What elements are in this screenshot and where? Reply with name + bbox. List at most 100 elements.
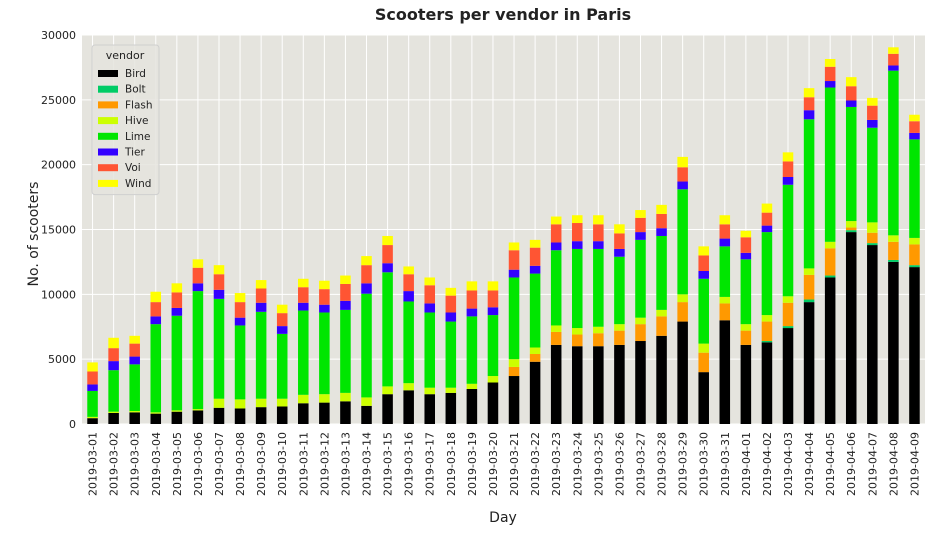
bar-voi: [677, 167, 688, 182]
legend-box: [91, 44, 160, 196]
bar-tier: [213, 289, 225, 299]
bar-bird: [529, 361, 541, 424]
bar-bird: [424, 394, 436, 424]
bar-voi: [593, 224, 604, 242]
bar-bolt: [909, 265, 920, 268]
x-tick-label: 2019-03-01: [87, 432, 100, 496]
bar-bird: [234, 408, 246, 424]
bar-lime: [234, 325, 246, 400]
bar-voi: [508, 250, 520, 270]
bar-flash: [614, 330, 625, 345]
bar-voi: [234, 302, 246, 318]
bar-wind: [845, 77, 857, 87]
bar-lime: [635, 239, 646, 318]
bar-lime: [614, 256, 625, 325]
x-tick-label: 2019-03-20: [487, 432, 500, 496]
bar-voi: [782, 161, 794, 177]
bar-bird: [761, 342, 773, 424]
bar-tier: [382, 263, 393, 273]
bar-voi: [845, 86, 857, 101]
bar-wind: [550, 216, 562, 225]
bar-tier: [550, 242, 562, 251]
x-tick-label: 2019-03-10: [276, 432, 289, 496]
bar-lime: [129, 364, 140, 412]
bar-tier: [803, 110, 815, 120]
bar-wind: [276, 304, 288, 314]
bar-voi: [445, 295, 457, 313]
bar-flash: [740, 330, 752, 345]
legend-label-bird: Bird: [125, 68, 146, 80]
x-tick-label: 2019-03-23: [550, 432, 563, 496]
bar-hive: [550, 325, 562, 332]
bar-bird: [824, 277, 836, 424]
bar-lime: [845, 106, 857, 222]
bar-wind: [888, 47, 899, 54]
bar-wind: [782, 152, 794, 162]
bar-tier: [761, 225, 773, 233]
x-tick-label: 2019-03-22: [529, 432, 542, 496]
y-tick-label: 5000: [48, 353, 76, 366]
x-tick-label: 2019-03-08: [234, 432, 247, 496]
bar-wind: [319, 280, 330, 290]
bar-wind: [150, 291, 162, 303]
bar-hive: [487, 376, 499, 383]
bar-flash: [550, 331, 562, 345]
bar-lime: [466, 316, 478, 384]
bar-flash: [761, 321, 773, 342]
bar-wind: [213, 265, 225, 275]
bar-wind: [382, 235, 393, 246]
bar-tier: [192, 283, 204, 292]
bar-voi: [382, 245, 393, 264]
legend-label-bolt: Bolt: [125, 84, 146, 96]
y-tick-label: 10000: [41, 288, 76, 301]
bar-wind: [361, 256, 372, 266]
x-tick-label: 2019-03-27: [634, 432, 647, 496]
bar-voi: [298, 287, 309, 303]
bar-hive: [319, 394, 330, 403]
bar-lime: [403, 301, 414, 384]
bar-tier: [361, 283, 372, 294]
bar-wind: [656, 204, 667, 214]
x-tick-label: 2019-03-05: [171, 432, 184, 496]
bar-bird: [382, 394, 393, 424]
legend-swatch-hive: [98, 117, 118, 125]
bar-voi: [888, 53, 899, 66]
bar-wind: [719, 215, 731, 225]
bar-bird: [255, 407, 267, 424]
bar-flash: [593, 333, 604, 347]
x-tick-label: 2019-03-07: [213, 432, 226, 496]
bar-voi: [192, 267, 204, 284]
bar-hive: [213, 398, 225, 408]
bar-tier: [888, 65, 899, 71]
bar-hive: [445, 387, 457, 393]
bar-hive: [614, 324, 625, 331]
bar-flash: [782, 302, 794, 327]
bar-bird: [571, 346, 583, 424]
bar-wind: [129, 335, 140, 344]
bar-wind: [192, 259, 204, 268]
bar-hive: [761, 315, 773, 322]
bar-bird: [340, 401, 351, 424]
bar-hive: [234, 399, 246, 409]
bar-wind: [298, 278, 309, 288]
bar-tier: [466, 308, 478, 317]
bar-voi: [424, 285, 436, 304]
bar-voi: [529, 247, 541, 266]
x-tick-label: 2019-04-05: [824, 432, 837, 496]
bar-bird: [593, 346, 604, 424]
bar-tier: [593, 241, 604, 249]
bar-bird: [298, 403, 309, 424]
bar-hive: [677, 294, 688, 303]
bar-wind: [571, 215, 583, 224]
bar-hive: [424, 387, 436, 395]
x-tick-label: 2019-03-31: [719, 432, 732, 496]
bar-hive: [192, 409, 204, 411]
bar-bird: [508, 376, 520, 424]
bar-voi: [635, 217, 646, 233]
bar-lime: [909, 139, 920, 238]
bar-hive: [740, 324, 752, 331]
bar-hive: [571, 328, 583, 335]
bar-tier: [677, 181, 688, 190]
bar-hive: [698, 343, 709, 353]
